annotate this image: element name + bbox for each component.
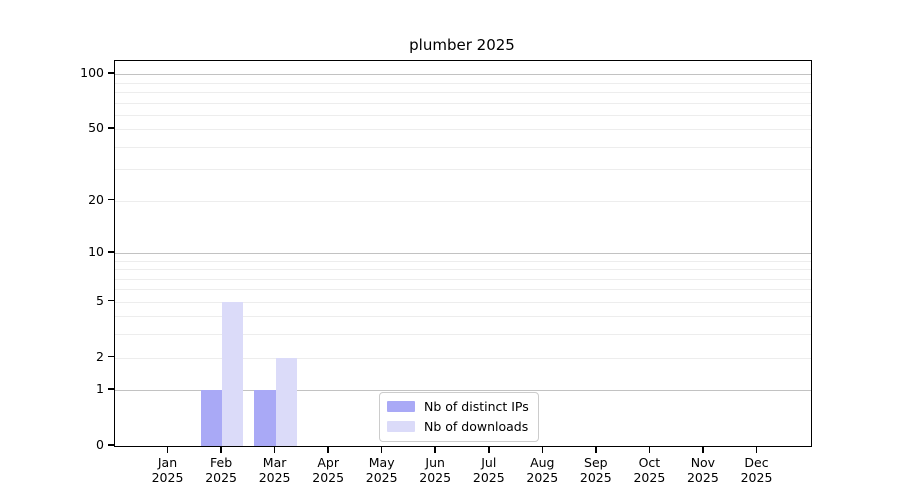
- x-tick-label-jan: Jan 2025: [151, 455, 184, 485]
- y-tick-label-20: 20: [88, 191, 104, 207]
- y-tick-mark-2: [108, 355, 114, 358]
- y-tick-label-100: 100: [80, 65, 104, 81]
- gridline-y-40: [115, 146, 811, 148]
- y-tick-mark-5: [108, 299, 114, 302]
- gridline-y-10: [115, 252, 811, 254]
- y-tick-mark-0: [108, 444, 114, 446]
- legend-swatch-downloads: [387, 421, 415, 432]
- x-tick-mark-mar: [273, 446, 276, 453]
- x-tick-mark-jan: [166, 446, 169, 453]
- y-tick-mark-100: [108, 72, 114, 74]
- legend-label: Nb of distinct IPs: [424, 399, 529, 414]
- gridline-y-3: [115, 334, 811, 336]
- gridline-y-2: [115, 357, 811, 359]
- gridline-y-20: [115, 200, 811, 202]
- chart-title: plumber 2025: [409, 36, 515, 54]
- gridline-y-7: [115, 278, 811, 280]
- x-tick-mark-feb: [220, 446, 222, 453]
- x-tick-label-nov: Nov 2025: [686, 455, 719, 485]
- bar-mar-downloads: [275, 357, 297, 446]
- y-tick-label-5: 5: [96, 292, 104, 308]
- x-tick-mark-apr: [327, 446, 329, 453]
- x-tick-label-jul: Jul 2025: [472, 455, 505, 485]
- y-tick-label-2: 2: [96, 348, 104, 364]
- gridline-y-30: [115, 169, 811, 171]
- gridline-y-5: [115, 301, 811, 303]
- gridline-y-8: [115, 269, 811, 270]
- y-tick-label-0: 0: [96, 437, 104, 452]
- x-tick-label-oct: Oct 2025: [633, 455, 666, 485]
- x-tick-mark-jun: [434, 446, 436, 453]
- gridline-y-1: [115, 390, 811, 392]
- x-tick-label-mar: Mar 2025: [258, 455, 291, 485]
- legend: Nb of distinct IPs Nb of downloads: [379, 392, 539, 442]
- x-tick-label-may: May 2025: [365, 455, 398, 485]
- gridline-y-60: [115, 114, 811, 116]
- gridline-y-70: [115, 102, 811, 104]
- gridline-y-9: [115, 260, 811, 262]
- gridline-y-50: [115, 129, 811, 131]
- bar-feb-downloads: [222, 301, 244, 446]
- x-tick-mark-oct: [648, 446, 651, 453]
- x-tick-mark-may: [380, 446, 383, 453]
- legend-swatch-distinct-ips: [387, 401, 415, 412]
- plot-area: Nb of distinct IPs Nb of downloads: [114, 60, 812, 447]
- y-tick-mark-10: [108, 251, 114, 253]
- x-tick-mark-jul: [488, 446, 490, 453]
- gridline-y-100: [115, 74, 811, 76]
- y-tick-label-50: 50: [88, 120, 104, 136]
- y-tick-label-10: 10: [88, 243, 104, 259]
- gridline-y-6: [115, 289, 811, 291]
- gridline-y-4: [115, 316, 811, 318]
- gridline-y-80: [115, 92, 811, 93]
- legend-item-distinct-ips: Nb of distinct IPs: [387, 398, 529, 415]
- x-tick-mark-nov: [702, 446, 704, 453]
- legend-label: Nb of downloads: [424, 419, 529, 434]
- y-tick-mark-1: [108, 388, 114, 390]
- x-tick-label-dec: Dec 2025: [740, 455, 773, 485]
- x-tick-mark-aug: [541, 446, 544, 453]
- x-tick-label-feb: Feb 2025: [205, 455, 237, 485]
- x-tick-label-aug: Aug 2025: [526, 455, 559, 485]
- gridline-y-90: [115, 82, 811, 84]
- y-tick-mark-20: [108, 198, 114, 201]
- x-tick-label-sep: Sep 2025: [579, 455, 612, 485]
- x-tick-label-apr: Apr 2025: [312, 455, 345, 485]
- bar-feb-distinct-ips: [200, 390, 223, 446]
- x-tick-mark-sep: [595, 446, 597, 453]
- y-tick-mark-50: [108, 127, 114, 129]
- x-tick-label-jun: Jun 2025: [419, 455, 452, 485]
- x-tick-mark-dec: [755, 446, 758, 453]
- legend-item-downloads: Nb of downloads: [387, 418, 529, 435]
- bar-mar-distinct-ips: [254, 390, 276, 446]
- y-tick-label-1: 1: [96, 381, 104, 397]
